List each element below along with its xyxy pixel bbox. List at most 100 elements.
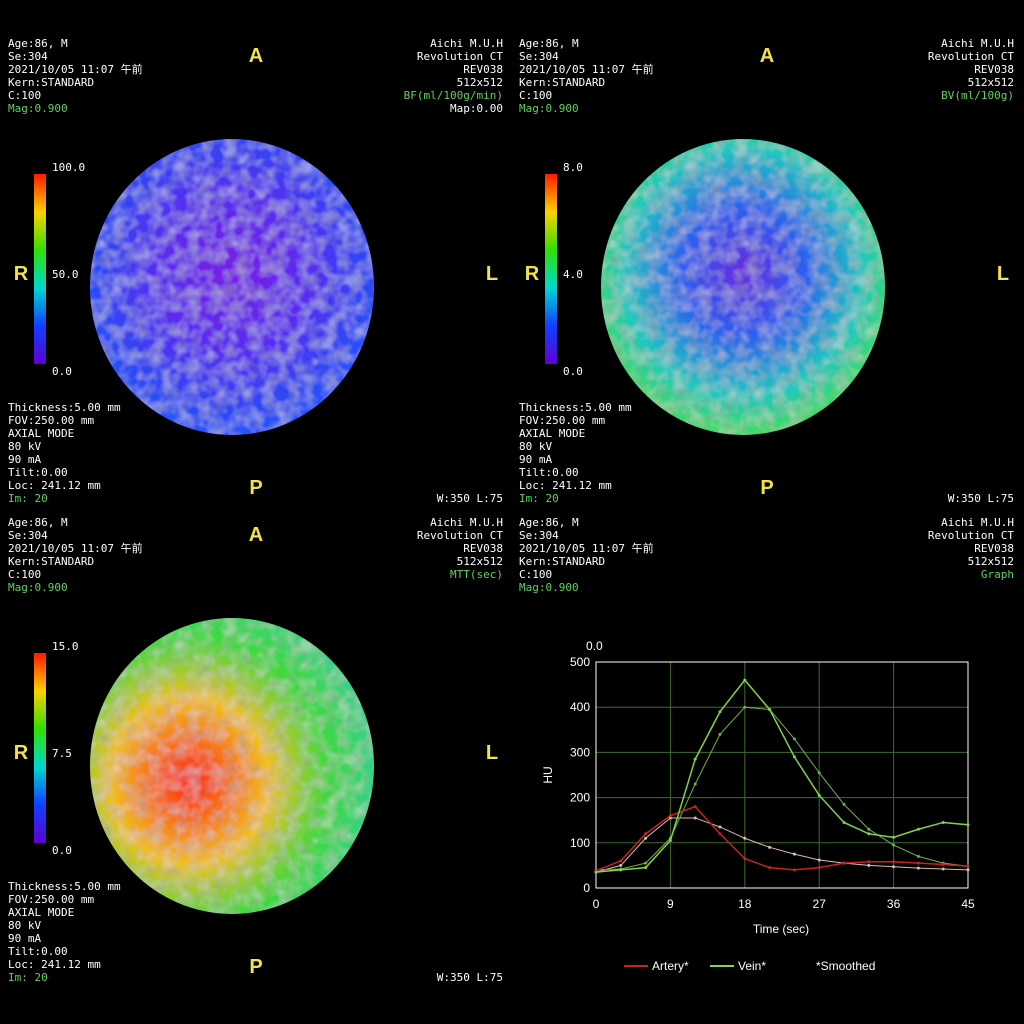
info-line: C:100 (519, 89, 552, 102)
info-line: Thickness:5.00 mm (8, 880, 121, 893)
data-point (916, 861, 920, 865)
data-point (817, 858, 821, 862)
orientation-p: P (249, 956, 262, 978)
info-line: Map:0.00 (450, 102, 503, 115)
window-level: W:350 L:75 (437, 492, 503, 505)
plot-area (595, 661, 969, 889)
info-line: Age:86, M (519, 516, 579, 529)
viewport: 100.0 50.0 0.0 A P R L Thickness:5.00 mmFOV:250… (8, 37, 503, 505)
info-line: Tilt:0.00 (8, 466, 68, 479)
orientation-a: A (249, 45, 263, 67)
data-point (644, 832, 648, 836)
info-line: Tilt:0.00 (519, 466, 579, 479)
data-point (892, 860, 896, 864)
data-point (792, 868, 796, 872)
info-line: Age:86, M (8, 37, 68, 50)
info-line: C:100 (519, 568, 552, 581)
data-point (892, 835, 896, 839)
window-level: W:350 L:75 (437, 971, 503, 984)
data-point (619, 863, 623, 867)
info-line: 90 mA (519, 453, 552, 466)
y-tick-label: 100 (570, 836, 590, 850)
info-line: Kern:STANDARD (519, 76, 605, 89)
info-line: Im: 20 (8, 492, 48, 505)
info-line: Mag:0.900 (8, 102, 68, 115)
info-line: 512x512 (457, 555, 503, 568)
legend-note: *Smoothed (816, 959, 875, 973)
plot-frame (595, 661, 969, 889)
info-line: Mag:0.900 (8, 581, 68, 594)
data-point (668, 816, 672, 820)
info-line: Se:304 (519, 50, 559, 63)
info-line: Kern:STANDARD (8, 76, 94, 89)
info-line: Se:304 (8, 50, 48, 63)
info-line: Revolution CT (928, 50, 1014, 63)
y-tick-label: 300 (570, 745, 590, 759)
data-point (916, 827, 920, 831)
colorbar-label: 8.0 (563, 161, 583, 174)
info-line: 512x512 (968, 76, 1014, 89)
colorbar (34, 174, 46, 364)
info-line: 90 mA (8, 453, 41, 466)
info-line: Loc: 241.12 mm (8, 479, 101, 492)
data-point (842, 861, 846, 865)
data-point (768, 866, 772, 870)
data-point (718, 710, 722, 714)
info-line: REV038 (463, 542, 503, 555)
data-point (743, 836, 747, 840)
data-point (792, 755, 796, 759)
data-point (619, 868, 623, 872)
orientation-r: R (525, 263, 540, 285)
info-line: Im: 20 (8, 971, 48, 984)
orientation-p: P (760, 477, 773, 499)
data-point (916, 866, 920, 870)
series-line (595, 817, 969, 873)
viewport: 15.0 7.5 0.0 A P R L Thickness:5.00 mmFOV:250.0… (8, 516, 503, 984)
viewport: 8.0 4.0 0.0 A P R L Thickness:5.00 mmFOV:250.00… (519, 37, 1014, 505)
info-line: Revolution CT (928, 529, 1014, 542)
data-point (644, 836, 648, 840)
colorbar-label: 15.0 (52, 640, 79, 653)
colorbar-label: 0.0 (52, 844, 72, 857)
info-line: Thickness:5.00 mm (519, 401, 632, 414)
info-line: Aichi M.U.H (430, 37, 503, 50)
data-point (743, 857, 747, 861)
orientation-l: L (486, 742, 498, 764)
brain-map (601, 139, 885, 435)
x-tick-label: 18 (738, 897, 752, 911)
data-point (768, 845, 772, 849)
data-point (817, 866, 821, 870)
info-line: 80 kV (8, 919, 41, 932)
colorbar-label: 0.0 (563, 365, 583, 378)
data-point (743, 678, 747, 682)
y-tick-label: 200 (570, 791, 590, 805)
orientation-a: A (249, 524, 263, 546)
data-point (941, 867, 945, 871)
info-line: Mag:0.900 (519, 581, 579, 594)
data-point (693, 816, 697, 820)
info-line: Loc: 241.12 mm (519, 479, 612, 492)
data-point (668, 814, 672, 818)
y-tick-label: 0 (583, 881, 590, 895)
info-line: 2021/10/05 11:07 午前 (8, 541, 143, 555)
info-line: Aichi M.U.H (430, 516, 503, 529)
series-line (595, 706, 969, 871)
y-axis-label: HU (541, 766, 555, 783)
info-line: FOV:250.00 mm (519, 414, 605, 427)
data-point (693, 805, 697, 809)
orientation-l: L (997, 263, 1009, 285)
x-axis-label: Time (sec) (753, 922, 809, 936)
info-line: BF(ml/100g/min) (404, 89, 503, 102)
colorbar-label: 0.0 (52, 365, 72, 378)
info-line: AXIAL MODE (519, 427, 585, 440)
data-point (966, 864, 970, 868)
info-line: C:100 (8, 568, 41, 581)
x-tick-label: 36 (887, 897, 901, 911)
orientation-r: R (14, 263, 29, 285)
colorbar-label: 7.5 (52, 747, 72, 760)
data-point (792, 737, 796, 741)
data-point (966, 823, 970, 827)
window-level: W:350 L:75 (948, 492, 1014, 505)
series-line (595, 805, 969, 872)
